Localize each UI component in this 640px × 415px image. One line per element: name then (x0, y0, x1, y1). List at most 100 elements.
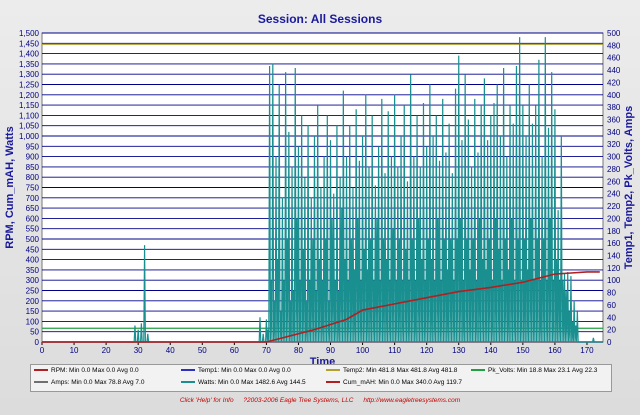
x-tick-label: 20 (102, 346, 111, 355)
y-left-tick-label: 800 (26, 173, 40, 182)
x-tick-label: 80 (294, 346, 303, 355)
y-left-tick-label: 1,200 (19, 91, 40, 100)
legend-label: Temp2: Min 481.8 Max 481.8 Avg 481.8 (343, 367, 458, 374)
y-left-tick-label: 1,400 (19, 50, 40, 59)
y-left-tick-label: 250 (26, 287, 40, 296)
legend-swatch (181, 381, 195, 384)
y-right-tick-label: 360 (607, 116, 621, 125)
legend: RPM: Min 0.0 Max 0.0 Avg 0.0 Temp1: Min 0… (30, 364, 612, 392)
y-right-tick-label: 340 (607, 128, 621, 137)
x-tick-label: 130 (452, 346, 466, 355)
y-right-tick-label: 440 (607, 66, 621, 75)
y-axis-label-right: Temp1, Temp2, Pk_Volts, Amps (623, 106, 635, 269)
y-left-tick-label: 450 (26, 245, 40, 254)
y-left-tick-label: 0 (35, 338, 40, 347)
y-left-tick-label: 500 (26, 235, 40, 244)
legend-item-rpm: RPM: Min 0.0 Max 0.0 Avg 0.0 (34, 367, 139, 374)
x-tick-label: 150 (516, 346, 530, 355)
y-right-tick-label: 20 (607, 326, 616, 335)
x-tick-label: 100 (356, 346, 370, 355)
legend-item-temp1: Temp1: Min 0.0 Max 0.0 Avg 0.0 (181, 367, 291, 374)
y-right-tick-label: 80 (607, 289, 616, 298)
y-right-tick-label: 480 (607, 41, 621, 50)
tick-labels: 0501001502002503003504004505005506006507… (19, 29, 621, 355)
x-tick-label: 160 (548, 346, 562, 355)
y-right-tick-label: 400 (607, 91, 621, 100)
legend-item-pk-volts: Pk_Volts: Min 18.8 Max 23.1 Avg 22.3 (471, 367, 597, 374)
y-right-tick-label: 280 (607, 165, 621, 174)
x-tick-label: 170 (580, 346, 594, 355)
legend-item-temp2: Temp2: Min 481.8 Max 481.8 Avg 481.8 (326, 367, 457, 374)
y-left-tick-label: 900 (26, 153, 40, 162)
y-axis-label-left: RPM, Cum_mAH, Watts (4, 126, 16, 248)
legend-item-cum-mah: Cum_mAH: Min 0.0 Max 340.0 Avg 119.7 (326, 379, 462, 386)
legend-label: Temp1: Min 0.0 Max 0.0 Avg 0.0 (198, 367, 291, 374)
y-left-tick-label: 1,500 (19, 29, 40, 38)
y-left-tick-label: 850 (26, 163, 40, 172)
y-right-tick-label: 220 (607, 202, 621, 211)
y-right-tick-label: 40 (607, 313, 616, 322)
y-left-tick-label: 650 (26, 204, 40, 213)
legend-label: Cum_mAH: Min 0.0 Max 340.0 Avg 119.7 (343, 379, 462, 386)
y-left-tick-label: 1,150 (19, 101, 40, 110)
y-left-tick-label: 1,000 (19, 132, 40, 141)
x-tick-label: 30 (134, 346, 143, 355)
y-left-tick-label: 1,450 (19, 39, 40, 48)
y-left-tick-label: 100 (26, 317, 40, 326)
y-left-tick-label: 600 (26, 214, 40, 223)
footer: Click 'Help' for Info ?2003-2006 Eagle T… (0, 397, 640, 404)
y-right-tick-label: 460 (607, 54, 621, 63)
y-left-tick-label: 1,050 (19, 122, 40, 131)
legend-swatch (471, 369, 485, 372)
y-left-tick-label: 200 (26, 297, 40, 306)
y-right-tick-label: 140 (607, 251, 621, 260)
legend-label: Watts: Min 0.0 Max 1482.6 Avg 144.5 (198, 379, 306, 386)
y-right-tick-label: 60 (607, 301, 616, 310)
x-tick-label: 60 (230, 346, 239, 355)
y-right-tick-label: 0 (607, 338, 612, 347)
series-cum-mah (42, 271, 600, 343)
y-right-tick-label: 100 (607, 276, 621, 285)
x-tick-label: 120 (420, 346, 434, 355)
legend-swatch (181, 369, 195, 372)
x-tick-label: 10 (70, 346, 79, 355)
y-left-tick-label: 700 (26, 194, 40, 203)
y-right-tick-label: 300 (607, 153, 621, 162)
legend-label: Amps: Min 0.0 Max 78.8 Avg 7.0 (51, 379, 145, 386)
y-left-tick-label: 750 (26, 184, 40, 193)
x-tick-label: 70 (262, 346, 271, 355)
y-left-tick-label: 50 (30, 328, 39, 337)
y-left-tick-label: 150 (26, 307, 40, 316)
x-tick-label: 0 (40, 346, 45, 355)
x-tick-label: 50 (198, 346, 207, 355)
y-right-tick-label: 160 (607, 239, 621, 248)
x-tick-label: 40 (166, 346, 175, 355)
series-layer (42, 37, 603, 343)
help-hint: Click 'Help' for Info (179, 397, 234, 404)
chart-title: Session: All Sessions (257, 12, 383, 26)
y-left-tick-label: 1,350 (19, 60, 40, 69)
x-tick-label: 110 (388, 346, 401, 355)
y-left-tick-label: 550 (26, 225, 40, 234)
website-link[interactable]: http://www.eagletreesystems.com (363, 397, 461, 404)
legend-label: Pk_Volts: Min 18.8 Max 23.1 Avg 22.3 (488, 367, 598, 374)
y-right-tick-label: 500 (607, 29, 621, 38)
y-left-tick-label: 1,300 (19, 70, 40, 79)
y-right-tick-label: 240 (607, 190, 621, 199)
y-left-tick-label: 400 (26, 256, 40, 265)
y-left-tick-label: 1,100 (19, 111, 40, 120)
y-left-tick-label: 950 (26, 142, 40, 151)
y-right-tick-label: 260 (607, 177, 621, 186)
copyright: ?2003-2006 Eagle Tree Systems, LLC (243, 397, 354, 404)
x-tick-label: 90 (326, 346, 335, 355)
y-right-tick-label: 200 (607, 214, 621, 223)
y-right-tick-label: 420 (607, 78, 621, 87)
legend-swatch (34, 381, 48, 384)
y-right-tick-label: 320 (607, 140, 621, 149)
x-tick-label: 140 (484, 346, 498, 355)
legend-item-amps: Amps: Min 0.0 Max 78.8 Avg 7.0 (34, 379, 144, 386)
series-watts (42, 37, 603, 343)
y-left-tick-label: 1,250 (19, 81, 40, 90)
legend-swatch (326, 369, 340, 372)
